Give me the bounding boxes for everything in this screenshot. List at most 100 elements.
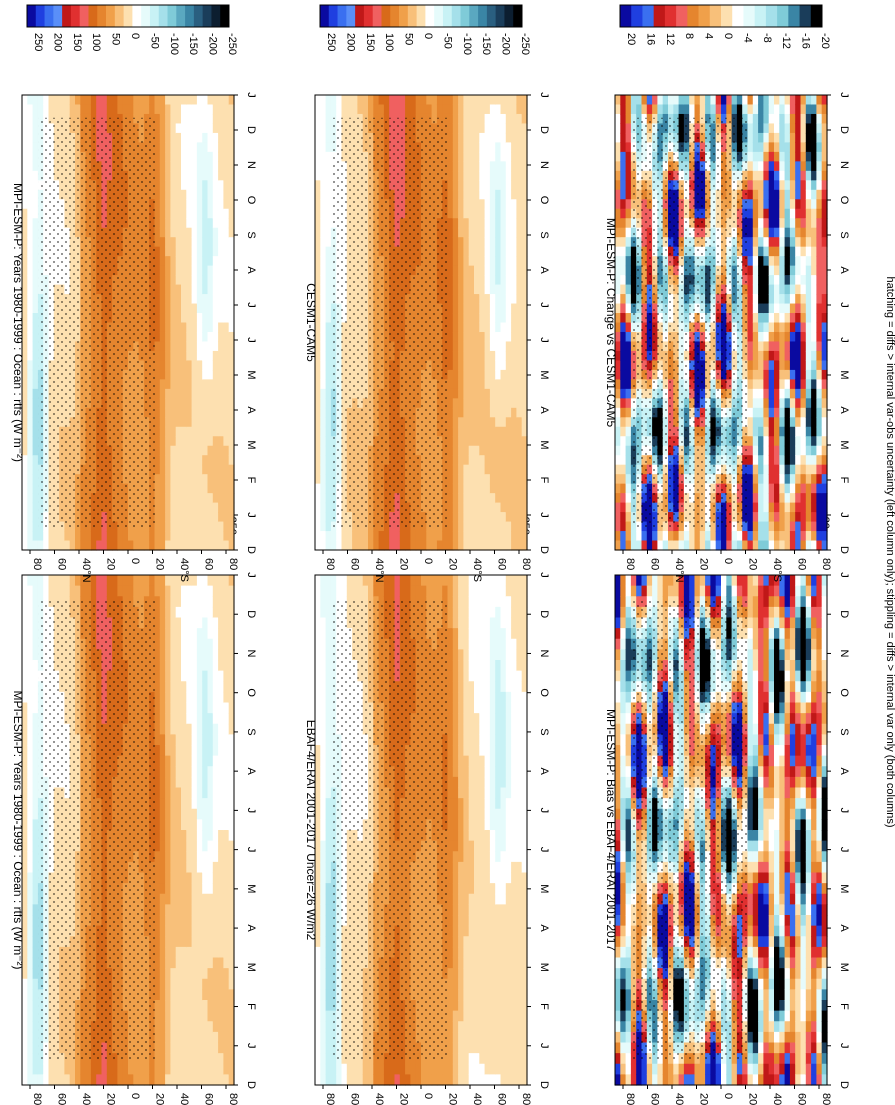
heatmap-cell (620, 322, 627, 333)
heatmap-cell (747, 745, 754, 757)
heatmap-cell (805, 104, 812, 115)
heatmap-cell (795, 734, 802, 746)
heatmap-cell (821, 840, 828, 852)
heatmap-cell (742, 1074, 749, 1086)
heatmap-cell (758, 540, 764, 551)
heatmap-cell (800, 113, 807, 125)
heatmap-cell (805, 755, 812, 767)
heatmap-cell (821, 819, 828, 831)
heatmap-cell (705, 575, 711, 587)
heatmap-cell (346, 585, 353, 597)
heatmap-cell (726, 1074, 733, 1086)
heatmap-cell (816, 628, 823, 640)
heatmap-cell (821, 426, 828, 437)
heatmap-cell (784, 978, 791, 990)
heatmap-cell (758, 1021, 764, 1033)
heatmap-cell (625, 227, 632, 238)
heatmap-cell (774, 455, 780, 466)
heatmap-cell (362, 585, 369, 597)
heatmap-cell (747, 540, 754, 551)
heatmap-cell (325, 1031, 332, 1044)
heatmap-cell (625, 670, 632, 682)
heatmap-cell (779, 360, 786, 371)
heatmap-cell (625, 606, 632, 619)
heatmap-cell (758, 798, 764, 810)
heatmap-cell (768, 1021, 775, 1033)
heatmap-cell (800, 189, 807, 200)
heatmap-cell (625, 455, 632, 466)
heatmap-cell (615, 681, 621, 693)
heatmap-cell (821, 341, 828, 352)
heatmap-cell (795, 840, 802, 852)
heatmap-cell (752, 830, 759, 842)
heatmap-cell (811, 872, 817, 884)
heatmap-cell (821, 104, 828, 115)
heatmap-cell (805, 798, 812, 810)
lat-tick-label: 0 (722, 558, 734, 564)
heatmap-cell (383, 1063, 390, 1075)
heatmap-cell (805, 904, 812, 916)
heatmap-cell (779, 596, 786, 608)
heatmap-cell (625, 989, 632, 1001)
heatmap-cell (620, 512, 627, 523)
heatmap-cell (389, 575, 396, 587)
heatmap-cell (673, 575, 680, 587)
heatmap-cell (620, 275, 627, 286)
heatmap-cell (763, 1000, 770, 1012)
heatmap-cell (325, 787, 332, 799)
heatmap-cell (800, 512, 807, 523)
heatmap-cell (625, 713, 632, 725)
heatmap-cell (763, 540, 770, 551)
heatmap-cell (779, 322, 786, 333)
heatmap-cell (763, 275, 770, 286)
lat-tick-label: 80 (820, 558, 832, 570)
heatmap-cell (752, 313, 759, 324)
heatmap-cell (805, 313, 812, 324)
heatmap-cell (763, 1010, 770, 1022)
heatmap-cell (805, 407, 812, 418)
heatmap-cell (620, 218, 627, 229)
lat-tick-label: 60 (796, 1093, 808, 1105)
heatmap-cell (752, 745, 759, 757)
heatmap-cell (789, 681, 796, 693)
heatmap-cell (763, 474, 770, 485)
heatmap-cell (752, 585, 759, 597)
month-tick-label: N (838, 161, 850, 169)
heatmap-cell (758, 142, 764, 153)
heatmap-cell (768, 322, 775, 333)
heatmap-cell (784, 540, 791, 551)
heatmap-cell (615, 925, 621, 937)
heatmap-cell (789, 218, 796, 229)
heatmap-cell (689, 104, 696, 115)
heatmap-cell (768, 521, 775, 532)
heatmap-cell (758, 872, 764, 884)
heatmap-cell (758, 531, 764, 542)
heatmap-cell (784, 388, 791, 399)
heatmap-cell (325, 606, 332, 619)
heatmap-cell (816, 275, 823, 286)
heatmap-cell (747, 617, 754, 629)
heatmap-cell (752, 483, 759, 494)
heatmap-cell (779, 819, 786, 831)
heatmap-cell (752, 284, 759, 295)
heatmap-cell (325, 989, 332, 1001)
heatmap-cell (763, 851, 770, 863)
heatmap-cell (415, 1063, 422, 1075)
heatmap-cell (795, 989, 802, 1001)
heatmap-cell (683, 585, 690, 597)
heatmap-cell (774, 883, 780, 895)
heatmap-cell (774, 540, 780, 551)
heatmap-cell (683, 95, 690, 106)
heatmap-cell (620, 776, 627, 789)
heatmap-cell (805, 1000, 812, 1012)
heatmap-cell (779, 531, 786, 542)
heatmap-cell (784, 142, 791, 153)
heatmap-cell (673, 540, 680, 551)
heatmap-cell (768, 426, 775, 437)
heatmap-cell (800, 95, 807, 106)
heatmap-cell (763, 208, 770, 219)
heatmap-cell (705, 531, 711, 542)
heatmap-cell (805, 723, 812, 735)
heatmap-cell (625, 766, 632, 778)
heatmap-cell (625, 246, 632, 257)
